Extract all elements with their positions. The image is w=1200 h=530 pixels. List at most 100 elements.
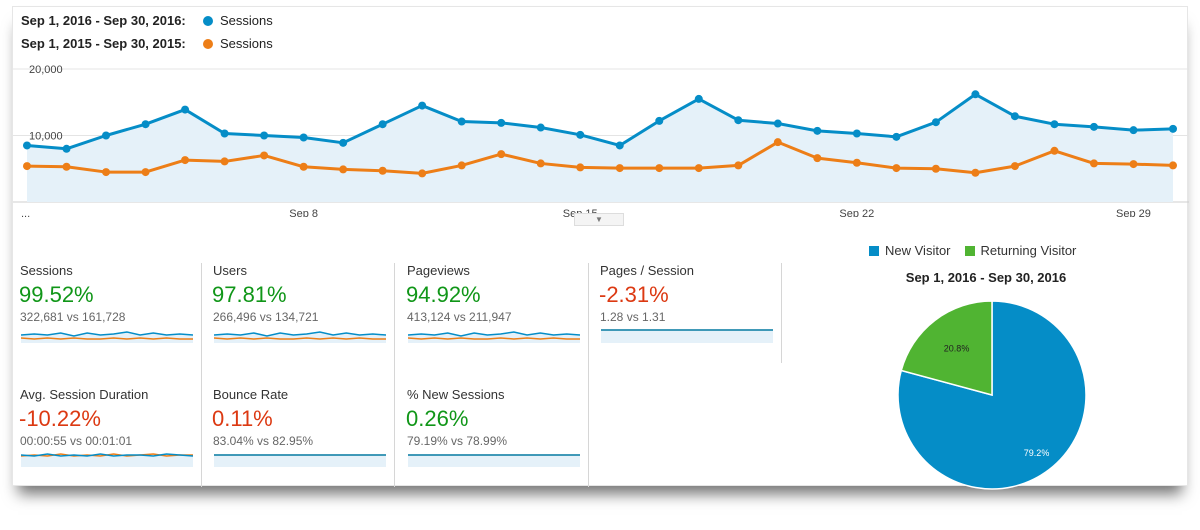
current-series-point[interactable] [1050,120,1059,129]
current-series-point[interactable] [1129,126,1138,135]
metric-tile[interactable]: Users 97.81% 266,496 vs 134,721 [206,261,396,377]
pie-legend-new[interactable]: New Visitor [885,243,951,258]
sparkline-previous [408,337,580,340]
metric-tile[interactable]: Sessions 99.52% 322,681 vs 161,728 [13,261,203,377]
current-series-point[interactable] [1169,124,1177,133]
sparkline-current [408,331,580,337]
legend-previous-series: Sessions [220,36,273,51]
metric-sparkline [214,331,386,343]
previous-series-point[interactable] [102,168,111,177]
legend-current[interactable]: Sep 1, 2016 - Sep 30, 2016: Sessions [21,13,273,28]
metric-comparison: 266,496 vs 134,721 [213,310,319,324]
metric-divider [588,263,589,487]
previous-series-point[interactable] [1010,162,1019,171]
legend-previous[interactable]: Sep 1, 2015 - Sep 30, 2015: Sessions [21,36,273,51]
metric-comparison: 00:00:55 vs 00:01:01 [20,434,133,448]
pie-legend-returning[interactable]: Returning Visitor [980,243,1077,258]
current-series-point[interactable] [971,90,980,99]
previous-series-point[interactable] [23,162,31,171]
pie-title: Sep 1, 2016 - Sep 30, 2016 [905,270,1067,285]
previous-series-point[interactable] [536,159,545,168]
previous-series-point[interactable] [734,161,743,170]
previous-series-point[interactable] [1050,146,1059,155]
metric-change: 97.81% [212,282,287,307]
previous-series-point[interactable] [773,138,782,147]
current-series-point[interactable] [576,130,585,139]
current-series-point[interactable] [299,133,308,142]
previous-series-point[interactable] [418,169,427,178]
current-series-point[interactable] [773,119,782,128]
current-series-point[interactable] [62,144,71,153]
sparkline-current [214,331,386,337]
sparkline-current [21,453,193,457]
previous-series-point[interactable] [1129,160,1138,169]
current-series-point[interactable] [852,129,861,138]
previous-series-point[interactable] [181,156,190,165]
current-series-point[interactable] [181,105,190,114]
current-series-point[interactable] [694,94,703,103]
current-series-point[interactable] [141,120,150,129]
previous-series-point[interactable] [141,168,150,177]
pie-slice-returning-visitor[interactable] [900,300,993,396]
previous-series-point[interactable] [615,164,624,173]
legend-current-range: Sep 1, 2016 - Sep 30, 2016: [21,13,186,28]
previous-series-point[interactable] [931,164,940,173]
previous-series-point[interactable] [655,164,664,173]
current-series-point[interactable] [892,132,901,141]
current-series-point[interactable] [734,116,743,125]
metric-tile[interactable]: Pages / Session -2.31% 1.28 vs 1.31 [593,261,783,377]
previous-series-point[interactable] [1089,159,1098,168]
previous-series-point[interactable] [576,163,585,172]
current-series-point[interactable] [615,141,624,150]
previous-series-point[interactable] [457,161,466,170]
current-series-point[interactable] [418,101,427,110]
metric-tile[interactable]: Pageviews 94.92% 413,124 vs 211,947 [400,261,590,377]
current-series-line [26,92,1174,151]
current-series-point[interactable] [536,123,545,132]
current-series-point[interactable] [378,120,387,129]
current-series-point[interactable] [220,129,229,138]
previous-series-point[interactable] [971,168,980,177]
current-series-point[interactable] [339,138,348,147]
current-series-point[interactable] [1010,112,1019,121]
metric-tile[interactable]: % New Sessions 0.26% 79.19% vs 78.99% [400,385,590,501]
previous-series-point[interactable] [299,162,308,171]
metric-change: 0.26% [406,406,469,431]
y-tick-label: 20,000 [29,64,63,76]
previous-series-point[interactable] [1169,161,1177,170]
previous-series-point[interactable] [892,164,901,173]
sparkline-area [214,455,386,467]
current-series-point[interactable] [23,141,31,150]
legend-previous-range: Sep 1, 2015 - Sep 30, 2015: [21,36,186,51]
previous-series-point[interactable] [694,164,703,173]
previous-series-point[interactable] [852,158,861,167]
current-series-point[interactable] [260,131,269,140]
metric-tile[interactable]: Bounce Rate 0.11% 83.04% vs 82.95% [206,385,396,501]
previous-series-point[interactable] [220,157,229,166]
pie-slice-new-visitor[interactable] [897,300,1087,490]
metric-sparkline [21,453,193,467]
current-series-point[interactable] [813,126,822,135]
current-series-point[interactable] [457,117,466,126]
collapse-chart-handle[interactable]: ▼ [574,213,624,226]
metric-tile[interactable]: Avg. Session Duration -10.22% 00:00:55 vs … [13,385,203,501]
metric-comparison: 83.04% vs 82.95% [213,434,314,448]
new-visitor-swatch-icon [869,245,879,256]
x-tick-label: Sep 29 [1116,208,1151,217]
previous-series-point[interactable] [497,150,506,159]
previous-series-point[interactable] [339,165,348,174]
current-series-point[interactable] [497,118,506,127]
current-series-point[interactable] [102,131,111,140]
sessions-line-chart[interactable]: 20,000 10,000... Sep 8 Sep 15 Sep 22 Sep 29 [13,57,1189,217]
previous-series-point[interactable] [62,162,71,171]
previous-series-point[interactable] [260,151,269,160]
previous-series-point[interactable] [378,166,387,175]
metric-change: 99.52% [19,282,94,307]
current-series-point[interactable] [1089,122,1098,131]
analytics-overview-card: Sep 1, 2016 - Sep 30, 2016: Sessions Sep… [12,6,1189,490]
previous-series-point[interactable] [813,154,822,163]
visitor-type-pie-chart[interactable]: 79.2% 20.8% [890,293,1094,497]
current-series-point[interactable] [655,116,664,125]
sparkline-area [408,332,580,343]
current-series-point[interactable] [931,118,940,127]
